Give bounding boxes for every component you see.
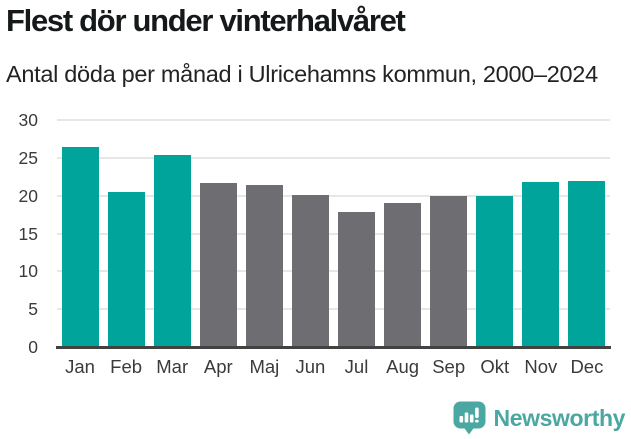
gridline-20 [57,194,610,197]
y-tick-10: 10 [18,261,38,282]
x-tick-feb: Feb [110,356,143,377]
y-tick-30: 30 [18,110,38,130]
bars [57,120,610,347]
gridline-30 [57,119,610,121]
x-axis-tick-labels: Jan Feb Mar Apr Maj Jun Jul Aug Sep Okt Nov Dec [57,356,610,378]
brand-name: Newsworthy [493,405,626,431]
bar-jun [291,194,329,347]
x-tick-apr: Apr [203,356,233,377]
bar-slot-apr [195,120,241,347]
bar-feb [107,191,145,347]
gridline-5 [57,308,610,311]
y-tick-5: 5 [28,299,38,320]
gridline-15 [57,232,610,235]
y-tick-25: 25 [18,147,38,168]
bar-maj [245,185,283,347]
x-tick-jul: Jul [344,356,369,377]
y-tick-20: 20 [18,185,38,206]
x-tick-jan: Jan [65,356,95,377]
bar-slot-jul [333,120,379,347]
chart-subtitle: Antal döda per månad i Ulricehamns kommu… [6,61,598,87]
bar-aug [384,202,422,347]
x-tick-dec: Dec [570,356,604,377]
x-tick-okt: Okt [480,356,510,377]
bar-slot-nov [518,120,564,347]
x-tick-sep: Sep [432,356,466,377]
x-tick-jun: Jun [295,356,326,377]
x-tick-aug: Aug [386,356,420,377]
bar-mar [153,154,191,347]
bar-slot-mar [149,120,195,347]
brand-footer: Newsworthy [453,400,625,436]
bar-nov [522,182,560,347]
bar-apr [199,182,237,347]
bar-slot-sep [426,120,472,347]
bar-dec [568,181,606,347]
bar-slot-okt [472,120,518,347]
y-tick-0: 0 [28,337,38,357]
bar-slot-feb [103,120,149,347]
bar-slot-maj [241,120,287,347]
speech-bubble-bar-chart-icon [453,401,486,435]
bar-sep [430,195,468,347]
bar-jan [61,146,99,347]
bar-slot-dec [564,120,610,347]
gridline-10 [57,270,610,273]
bar-okt [476,196,514,347]
x-tick-maj: Maj [249,356,280,377]
gridline-25 [57,156,610,159]
x-tick-mar: Mar [156,356,189,377]
bar-slot-aug [380,120,426,347]
x-axis-line [56,346,611,349]
chart-title: Flest dör under vinterhalvåret [6,3,406,38]
x-tick-nov: Nov [524,356,558,377]
bar-slot-jan [57,120,103,347]
bar-slot-jun [287,120,333,347]
bar-chart: 0 5 10 15 20 25 30 Jan Feb Mar Apr Maj Jun Jul Aug Sep… [18,110,611,378]
plot-area [56,119,611,349]
y-tick-15: 15 [18,223,38,244]
bar-jul [338,212,375,347]
